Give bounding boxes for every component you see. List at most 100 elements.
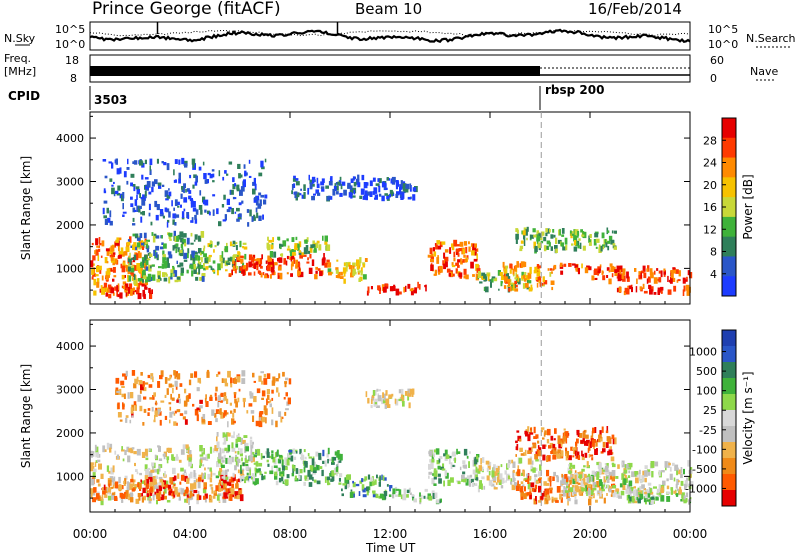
velocity-cell <box>183 469 187 473</box>
velocity-cell <box>606 493 608 496</box>
power-cell <box>260 194 265 198</box>
power-cell <box>231 269 233 276</box>
velocity-cell <box>284 479 289 486</box>
velocity-cell <box>274 471 278 477</box>
power-cell <box>198 262 201 265</box>
power-cell <box>497 270 501 276</box>
velocity-cell <box>271 419 274 426</box>
power-cell <box>144 194 147 199</box>
velocity-cell <box>654 461 659 467</box>
velocity-cell <box>171 397 175 401</box>
velocity-cell <box>402 400 405 407</box>
velocity-cell <box>249 439 253 446</box>
velocity-cell <box>222 432 226 438</box>
power-cell <box>537 268 540 271</box>
power-cell <box>584 267 589 274</box>
power-cell <box>543 280 548 285</box>
velocity-cell <box>585 434 589 439</box>
velocity-cell <box>167 378 171 381</box>
power-cell <box>300 188 302 191</box>
velocity-cell <box>275 378 279 382</box>
power-cell <box>248 175 252 178</box>
power-cell <box>330 176 333 183</box>
velocity-cell <box>658 484 661 490</box>
velocity-cell <box>523 470 525 477</box>
power-cell <box>165 208 170 213</box>
power-cell <box>235 268 237 274</box>
power-cell <box>500 275 505 280</box>
velocity-cell <box>107 495 112 501</box>
velocity-cell <box>204 398 207 403</box>
velocity-cell <box>533 436 538 439</box>
power-cell <box>148 264 152 272</box>
velocity-cell <box>371 396 375 401</box>
power-cell <box>223 194 226 200</box>
velocity-cell <box>204 467 206 471</box>
velocity-cell <box>372 490 376 495</box>
velocity-cell <box>574 474 577 481</box>
velocity-cell <box>202 488 206 494</box>
velocity-cell <box>611 452 614 455</box>
velocity-cell <box>188 457 192 462</box>
power-cell <box>343 271 346 277</box>
velocity-cell <box>541 430 544 433</box>
velocity-cell <box>546 455 551 462</box>
velocity-cell <box>225 457 228 464</box>
velocity-cell <box>121 393 126 398</box>
velocity-cell <box>555 475 559 478</box>
velocity-cell <box>488 470 491 476</box>
velocity-cell <box>385 398 390 406</box>
power-cell <box>141 245 145 250</box>
power-cell <box>521 271 524 278</box>
power-cell <box>626 276 630 282</box>
power-cell <box>555 237 558 244</box>
power-cell <box>581 263 583 269</box>
velocity-cell <box>326 476 331 481</box>
power-cell <box>561 234 565 237</box>
velocity-colorbar-tick-label: 100 <box>696 385 717 398</box>
velocity-cell <box>145 469 150 476</box>
power-cell <box>228 274 232 277</box>
velocity-cell <box>591 431 594 437</box>
velocity-cell <box>611 470 616 477</box>
velocity-cell <box>606 478 610 483</box>
power-cell <box>291 184 294 191</box>
velocity-cell <box>218 484 222 488</box>
velocity-cell <box>182 472 185 477</box>
velocity-cell <box>332 456 337 461</box>
power-cell <box>98 265 102 271</box>
power-cell <box>512 274 515 277</box>
power-cell <box>92 255 96 261</box>
velocity-cell <box>641 475 645 482</box>
velocity-cell <box>606 426 609 433</box>
velocity-cell <box>128 493 131 501</box>
power-cell <box>132 233 137 237</box>
power-cell <box>152 235 156 243</box>
velocity-cell <box>288 378 292 385</box>
velocity-cell <box>115 377 120 384</box>
power-cell <box>682 277 686 284</box>
power-cell <box>91 242 94 246</box>
power-cell <box>137 252 142 259</box>
velocity-cell <box>372 390 376 396</box>
power-cell <box>283 258 286 265</box>
power-cell <box>135 253 139 261</box>
power-cell <box>242 242 247 245</box>
power-cell <box>162 256 166 264</box>
power-cell <box>433 251 437 257</box>
power-cell <box>240 186 245 192</box>
power-cell <box>157 270 161 278</box>
power-cell <box>515 228 519 232</box>
power-cell <box>161 242 164 245</box>
velocity-cell <box>205 394 207 400</box>
power-cell <box>542 276 545 282</box>
power-cell <box>395 288 400 296</box>
velocity-cell <box>157 381 161 388</box>
velocity-cell <box>612 463 616 468</box>
velocity-cell <box>200 459 203 463</box>
velocity-cell <box>182 416 186 420</box>
velocity-cell <box>563 428 566 431</box>
velocity-cell <box>586 461 589 467</box>
velocity-cell <box>186 494 189 498</box>
velocity-cell <box>549 442 554 449</box>
